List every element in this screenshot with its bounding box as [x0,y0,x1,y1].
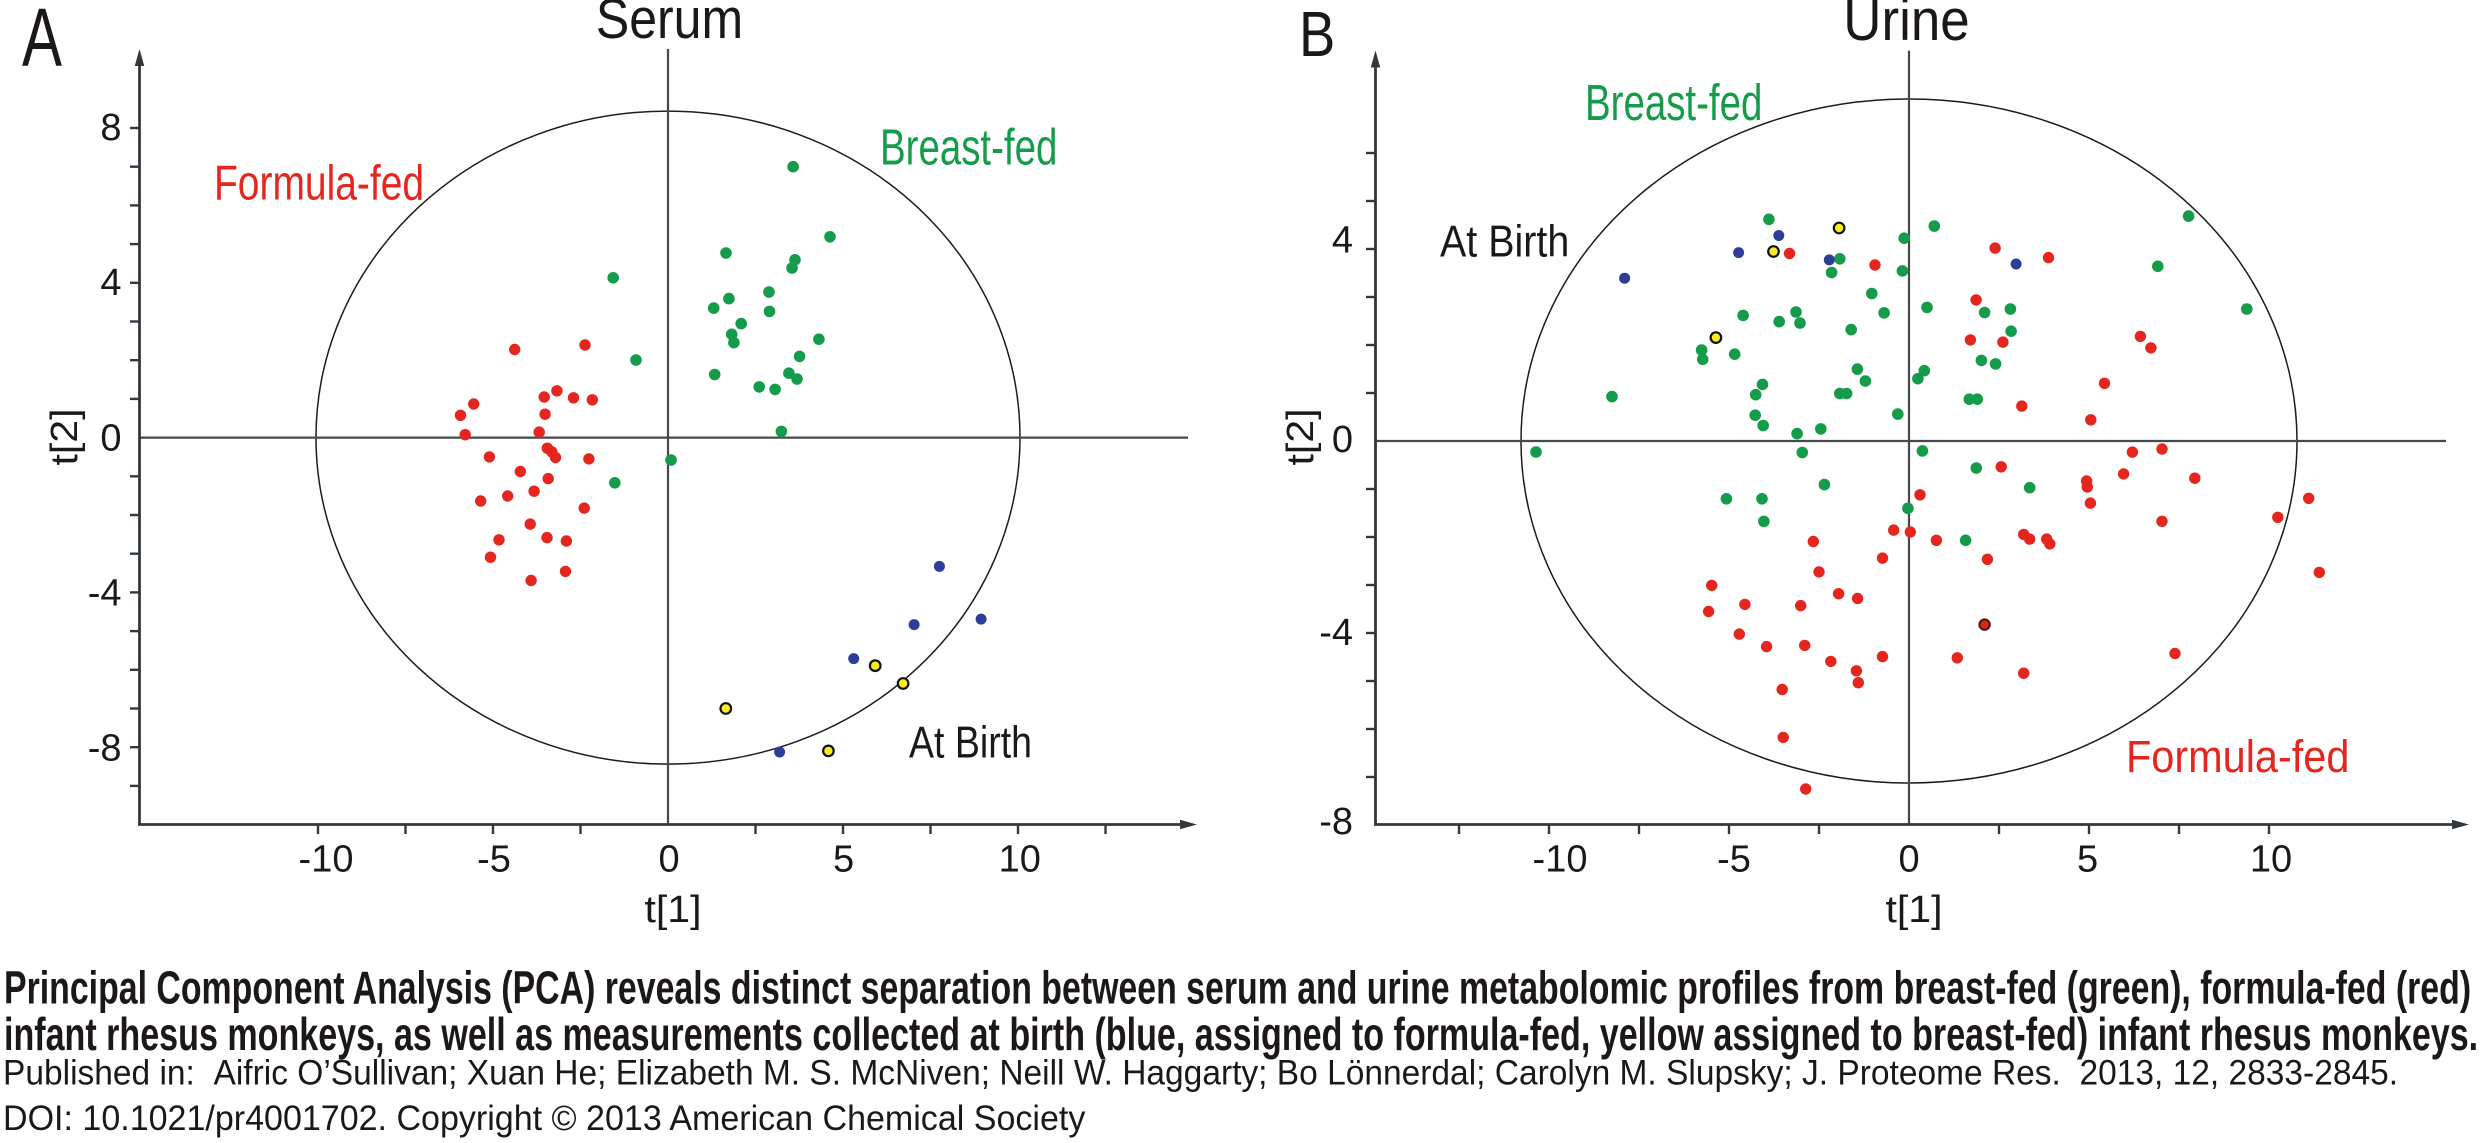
svg-text:10: 10 [999,839,1041,881]
svg-text:A: A [22,0,63,84]
svg-text:t[2]: t[2] [43,408,85,465]
svg-text:-5: -5 [1717,839,1751,881]
svg-text:-10: -10 [1533,839,1588,881]
svg-text:Breast-fed: Breast-fed [880,118,1057,176]
svg-text:8: 8 [100,107,121,149]
svg-text:t[1]: t[1] [644,888,701,930]
svg-text:At Birth: At Birth [1440,216,1569,266]
svg-text:-8: -8 [1319,801,1353,843]
svg-text:Principal Component Analysis (: Principal Component Analysis (PCA) revea… [4,961,2471,1013]
svg-text:B: B [1299,0,1335,70]
svg-text:Formula-fed: Formula-fed [2126,732,2349,782]
svg-text:Published in: Aifric O’Sulliv: Published in: Aifric O’Sullivan; Xuan He… [3,1054,2398,1093]
svg-text:0: 0 [100,418,121,460]
svg-text:Formula-fed: Formula-fed [214,156,424,210]
svg-text:0: 0 [1898,839,1919,881]
svg-text:infant rhesus monkeys, as well: infant rhesus monkeys, as well as measur… [4,1008,2478,1060]
svg-text:Breast-fed: Breast-fed [1585,74,1762,132]
svg-text:DOI: 10.1021/pr4001702. Copyri: DOI: 10.1021/pr4001702. Copyright © 2013… [3,1099,1086,1138]
svg-text:t[1]: t[1] [1885,888,1942,930]
svg-text:4: 4 [1332,220,1353,262]
svg-text:-8: -8 [88,727,122,769]
svg-text:10: 10 [2250,839,2292,881]
svg-text:4: 4 [100,262,121,304]
svg-text:-5: -5 [477,839,511,881]
svg-text:-4: -4 [88,573,122,615]
svg-text:-4: -4 [1319,612,1353,654]
svg-text:Urine: Urine [1843,0,1969,53]
svg-text:5: 5 [2077,839,2098,881]
svg-text:t[2]: t[2] [1279,408,1321,465]
svg-text:At Birth: At Birth [909,718,1032,768]
svg-text:-10: -10 [299,839,354,881]
svg-text:0: 0 [658,839,679,881]
svg-text:Serum: Serum [596,0,743,51]
svg-text:0: 0 [1332,419,1353,461]
svg-text:5: 5 [833,839,854,881]
